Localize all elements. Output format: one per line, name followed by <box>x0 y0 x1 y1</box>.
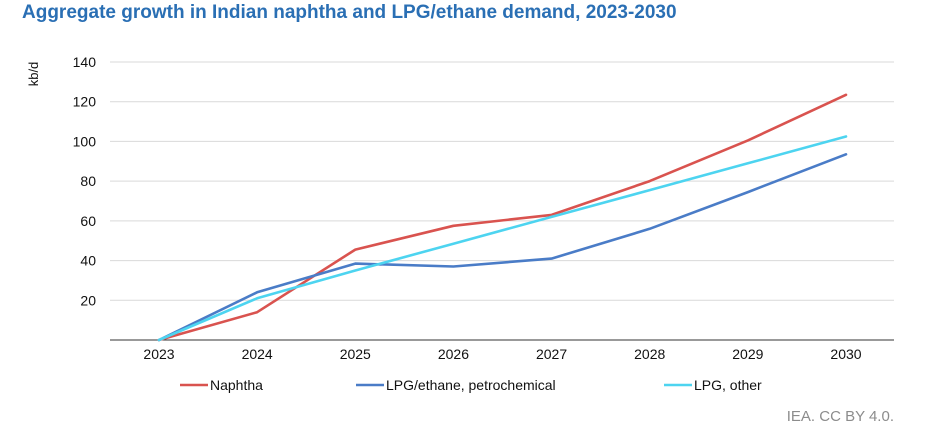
x-tick-label: 2027 <box>536 346 567 362</box>
y-tick-label: 80 <box>80 173 96 189</box>
y-axis-label: kb/d <box>26 62 41 87</box>
y-tick-label: 120 <box>73 94 97 110</box>
y-tick-label: 100 <box>73 133 97 149</box>
x-tick-label: 2025 <box>340 346 371 362</box>
y-tick-label: 40 <box>80 253 96 269</box>
x-tick-label: 2026 <box>438 346 469 362</box>
legend: Naphtha LPG/ethane, petrochemical LPG, oth… <box>180 377 762 393</box>
x-axis-ticks: 2023 2024 2025 2026 2027 2028 2029 2030 <box>143 346 861 362</box>
series-lines <box>157 93 848 342</box>
y-tick-label: 20 <box>80 292 96 308</box>
source-credit: IEA. CC BY 4.0. <box>786 408 894 425</box>
legend-label: LPG, other <box>694 377 762 393</box>
x-tick-label: 2024 <box>242 346 273 362</box>
x-tick-label: 2030 <box>830 346 861 362</box>
x-tick-label: 2023 <box>143 346 174 362</box>
series-line-0 <box>157 93 848 342</box>
x-tick-label: 2028 <box>634 346 665 362</box>
series-line-1 <box>157 153 848 342</box>
legend-label: LPG/ethane, petrochemical <box>386 377 556 393</box>
y-tick-label: 60 <box>80 213 96 229</box>
y-axis-ticks: 20 40 60 80 100 120 140 <box>73 54 97 308</box>
chart-title: Aggregate growth in Indian naphtha and L… <box>22 2 677 23</box>
x-tick-label: 2029 <box>732 346 763 362</box>
y-tick-label: 140 <box>73 54 97 70</box>
legend-label: Naphtha <box>210 377 263 393</box>
series-line-2 <box>157 135 848 342</box>
